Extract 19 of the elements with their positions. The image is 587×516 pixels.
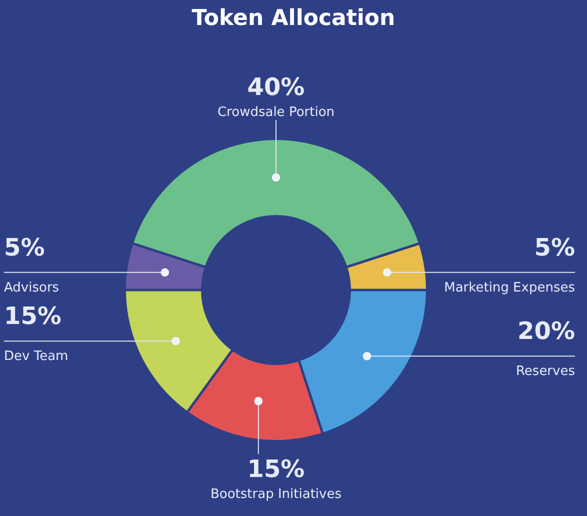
data-label: 20% <box>518 317 575 346</box>
data-label: 40% <box>247 73 305 101</box>
slice-label: Reserves <box>516 364 576 380</box>
slice-label: Marketing Expenses <box>444 280 576 296</box>
slice-label: Bootstrap Initiatives <box>210 487 342 502</box>
data-label: 5% <box>4 233 45 262</box>
chart-title: Token Allocation <box>192 6 396 31</box>
donut-slice <box>348 244 426 289</box>
donut-slice <box>134 140 418 266</box>
donut-slice <box>126 291 231 411</box>
donut-slice <box>126 244 204 289</box>
slice-label: Advisors <box>4 280 60 296</box>
donut-slice <box>300 291 426 432</box>
data-label: 5% <box>534 233 575 262</box>
data-label: 15% <box>247 455 305 483</box>
donut-slice <box>188 351 322 440</box>
slice-label: Dev Team <box>4 349 68 364</box>
slice-label: Crowdsale Portion <box>217 105 335 120</box>
data-label: 15% <box>4 302 62 330</box>
